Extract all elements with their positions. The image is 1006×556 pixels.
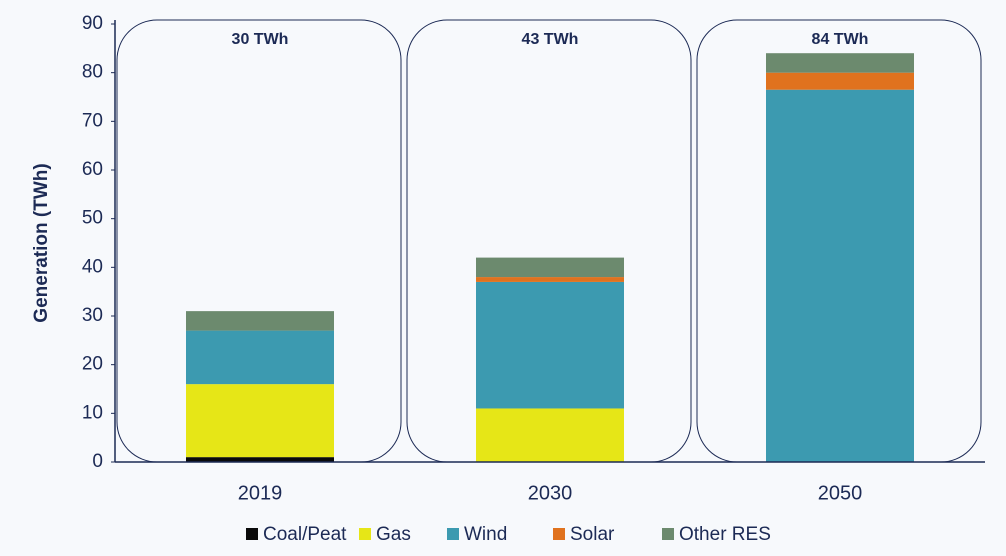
y-tick-label: 90	[82, 13, 103, 34]
y-tick-label: 10	[82, 402, 103, 423]
bar-segment	[476, 281, 624, 409]
total-annotation: 84 TWh	[812, 31, 869, 48]
y-tick-label: 70	[82, 110, 103, 131]
total-annotation: 30 TWh	[232, 31, 289, 48]
legend-swatch	[447, 528, 459, 540]
legend-swatch	[359, 528, 371, 540]
legend-label: Coal/Peat	[263, 524, 347, 545]
y-tick-label: 0	[92, 451, 103, 472]
x-tick-label: 2030	[528, 482, 573, 504]
y-tick-label: 30	[82, 305, 103, 326]
total-annotation: 43 TWh	[522, 31, 579, 48]
y-tick-label: 80	[82, 62, 103, 83]
bar-segment	[476, 408, 624, 462]
bar-segment	[186, 457, 334, 462]
legend-label: Gas	[376, 524, 411, 545]
bar-segment	[766, 53, 914, 73]
y-axis-label: Generation (TWh)	[31, 163, 52, 322]
legend-label: Other RES	[679, 524, 771, 545]
bar-segment	[186, 311, 334, 331]
bar-segment	[186, 330, 334, 385]
y-tick-label: 60	[82, 159, 103, 180]
x-tick-label: 2019	[238, 482, 283, 504]
bar-segment	[186, 384, 334, 458]
legend-label: Solar	[570, 524, 615, 545]
x-tick-label: 2050	[818, 482, 863, 504]
y-tick-label: 20	[82, 354, 103, 375]
bar-segment	[476, 257, 624, 278]
y-tick-label: 40	[82, 256, 103, 277]
bar-segment	[766, 89, 914, 462]
bar-segment	[476, 277, 624, 282]
legend-swatch	[662, 528, 674, 540]
legend-label: Wind	[464, 524, 507, 545]
y-tick-label: 50	[82, 208, 103, 229]
legend-swatch	[246, 528, 258, 540]
bar-segment	[766, 72, 914, 90]
legend-swatch	[553, 528, 565, 540]
